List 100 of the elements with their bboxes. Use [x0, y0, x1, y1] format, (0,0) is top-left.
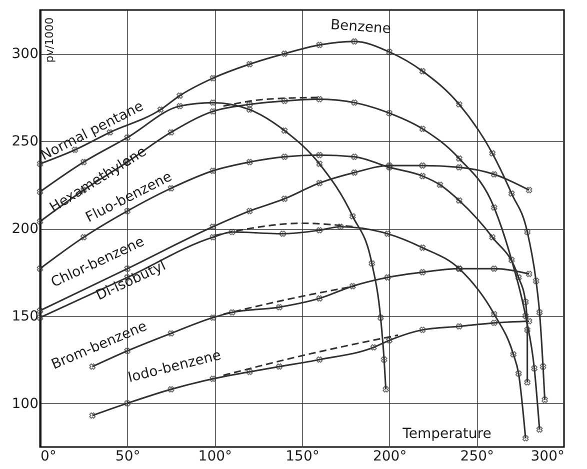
- point: [316, 160, 323, 168]
- point: [536, 309, 543, 316]
- point: [281, 98, 288, 104]
- y-axis-title: pv/1000: [43, 17, 56, 63]
- point: [210, 74, 216, 82]
- point: [210, 224, 216, 230]
- point: [419, 68, 426, 74]
- point: [89, 412, 96, 419]
- point: [276, 363, 283, 370]
- point: [176, 102, 183, 110]
- point: [210, 168, 216, 174]
- point: [210, 234, 216, 240]
- point: [490, 265, 498, 272]
- point: [210, 99, 216, 106]
- point: [36, 160, 44, 168]
- point: [526, 318, 532, 324]
- point: [515, 370, 522, 377]
- point: [386, 48, 393, 56]
- point: [281, 127, 288, 134]
- point: [526, 186, 532, 194]
- point: [176, 92, 183, 99]
- point: [384, 230, 391, 237]
- point: [489, 234, 496, 240]
- x-tick-label: 200°: [372, 448, 407, 464]
- point: [524, 228, 531, 236]
- point: [386, 162, 393, 169]
- point: [540, 363, 546, 370]
- point: [542, 396, 548, 404]
- point: [124, 400, 131, 407]
- point: [510, 351, 517, 358]
- point: [524, 326, 531, 334]
- point: [281, 196, 288, 202]
- point: [337, 224, 344, 230]
- point: [508, 190, 515, 197]
- point: [368, 260, 376, 267]
- point: [157, 106, 164, 113]
- point: [382, 386, 390, 393]
- point: [386, 164, 393, 171]
- point: [316, 96, 323, 102]
- point: [168, 386, 174, 393]
- x-tick-label: 50°: [115, 448, 140, 464]
- point: [386, 110, 393, 116]
- point: [490, 171, 498, 178]
- point: [419, 244, 426, 251]
- point: [246, 158, 253, 166]
- point: [436, 182, 444, 188]
- point: [419, 162, 426, 169]
- point: [36, 188, 44, 196]
- point: [281, 50, 288, 57]
- point: [276, 304, 283, 310]
- point: [351, 169, 358, 176]
- point: [246, 60, 253, 68]
- point: [522, 298, 529, 306]
- point: [246, 101, 253, 108]
- point: [419, 126, 426, 132]
- point: [386, 337, 393, 344]
- point: [526, 270, 532, 278]
- y-tick-label: 150: [12, 308, 38, 324]
- x-tick-label: 0°: [40, 448, 56, 464]
- x-tick-label: 150°: [286, 448, 320, 464]
- point: [419, 268, 426, 276]
- x-tick-label: 250°: [460, 448, 494, 464]
- point: [349, 213, 356, 220]
- point: [456, 164, 462, 171]
- point: [536, 426, 543, 433]
- point: [351, 154, 358, 160]
- point: [524, 379, 531, 386]
- point: [456, 197, 462, 204]
- point: [316, 180, 323, 186]
- point: [316, 295, 323, 302]
- point: [456, 323, 462, 330]
- point: [489, 150, 496, 157]
- point: [36, 265, 44, 272]
- point: [349, 282, 356, 290]
- point: [168, 330, 174, 337]
- point: [316, 356, 323, 363]
- x-tick-label: 300°: [530, 448, 564, 464]
- point: [531, 365, 538, 372]
- point: [456, 155, 462, 162]
- point: [246, 106, 253, 113]
- point: [522, 435, 529, 442]
- point: [490, 204, 498, 211]
- point: [380, 356, 388, 363]
- point: [456, 101, 462, 108]
- point: [522, 312, 529, 320]
- point: [370, 344, 377, 351]
- point: [377, 314, 384, 321]
- point: [210, 314, 216, 321]
- point: [228, 228, 236, 236]
- point: [419, 172, 426, 180]
- point: [246, 208, 253, 214]
- point: [280, 230, 286, 237]
- point: [316, 42, 323, 48]
- point: [228, 309, 236, 316]
- y-tick-label: 300: [12, 46, 38, 62]
- point: [515, 274, 522, 281]
- point: [419, 326, 426, 334]
- point: [36, 218, 44, 225]
- point: [508, 256, 515, 264]
- point: [490, 310, 498, 318]
